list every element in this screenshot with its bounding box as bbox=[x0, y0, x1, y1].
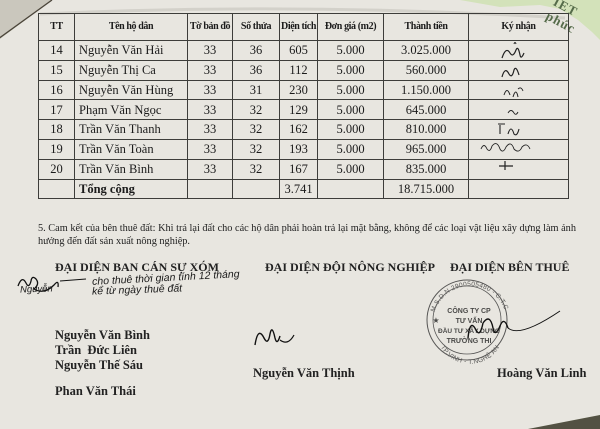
svg-text:★: ★ bbox=[432, 316, 439, 325]
